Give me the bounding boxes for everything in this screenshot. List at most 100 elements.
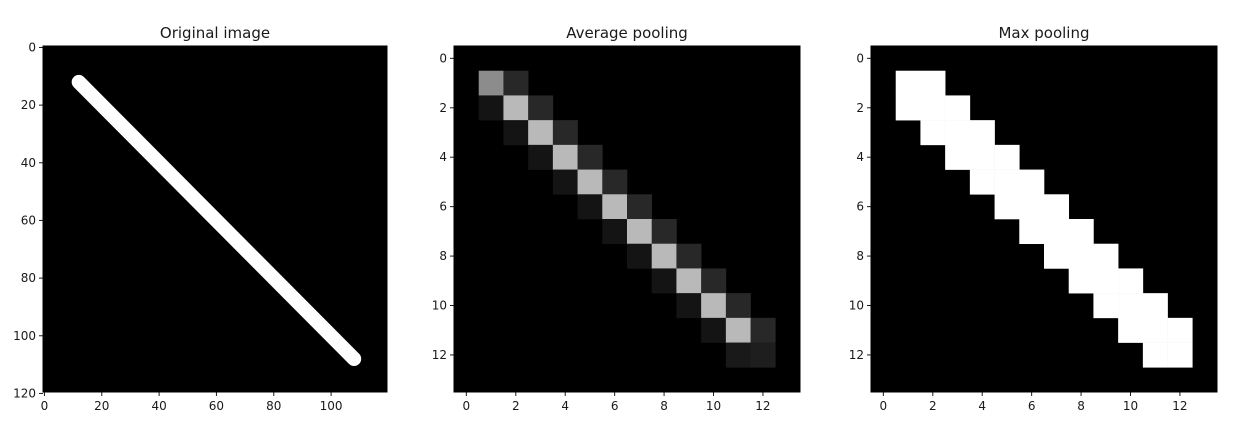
original-image-x-axis: 0 20 40 60 80 100: [41, 392, 343, 413]
pixel-cell: [994, 194, 1020, 220]
pixel-cell: [1142, 317, 1168, 343]
x-tick-label: 20: [94, 399, 109, 413]
pixel-cell: [1093, 293, 1119, 319]
pixel-cell: [969, 144, 995, 170]
original-image-frame: [42, 45, 388, 393]
pixel-cell: [651, 243, 677, 269]
pixel-cell: [528, 120, 554, 146]
pixel-cell: [1093, 243, 1119, 269]
y-tick-label: 10: [432, 299, 447, 313]
pixel-cell: [969, 169, 995, 195]
y-tick-label: 12: [849, 348, 864, 362]
y-tick-label: 2: [439, 101, 447, 115]
pixel-cell: [552, 169, 578, 195]
y-tick-label: 80: [21, 271, 36, 285]
y-tick-label: 0: [439, 51, 447, 65]
pixel-cell: [920, 70, 946, 96]
y-tick-label: 4: [856, 150, 864, 164]
max-pooling-title: Max pooling: [998, 24, 1089, 42]
pixel-cell: [651, 219, 677, 245]
pixel-cell: [1019, 169, 1045, 195]
pixel-cell: [895, 95, 921, 121]
max-pooling-x-axis: 0 2 4 6 8 10 12: [880, 392, 1188, 413]
x-tick-label: 10: [706, 399, 721, 413]
average-pooling-x-axis: 0 2 4 6 8 10 12: [463, 392, 771, 413]
pixel-cell: [676, 243, 702, 269]
pixel-cell: [1019, 219, 1045, 245]
pixel-cell: [1044, 243, 1070, 269]
y-tick-label: 120: [13, 386, 36, 400]
pixel-cell: [577, 194, 603, 220]
pixel-cell: [725, 342, 751, 368]
pixel-cell: [577, 144, 603, 170]
x-tick-label: 12: [1172, 399, 1187, 413]
x-tick-label: 80: [266, 399, 281, 413]
pixel-cell: [602, 194, 628, 220]
pixel-cell: [1142, 293, 1168, 319]
average-pooling-panel: Average pooling 0 2 4 6 8 10 12 0 2 4 6 8 10 12: [432, 24, 801, 413]
average-pooling-y-axis: 0 2 4 6 8 10 12: [432, 51, 454, 362]
y-tick-label: 0: [856, 51, 864, 65]
y-tick-label: 40: [21, 156, 36, 170]
pixel-cell: [627, 219, 653, 245]
max-pooling-panel: Max pooling 0 2 4 6 8 10 12 0 2 4 6 8 10 12: [849, 24, 1218, 413]
pixel-cell: [676, 268, 702, 294]
pixel-cell: [528, 144, 554, 170]
pixel-cell: [602, 219, 628, 245]
diagonal-line: [71, 74, 362, 367]
x-tick-label: 6: [1028, 399, 1036, 413]
pixel-cell: [701, 317, 727, 343]
pixel-cell: [478, 95, 504, 121]
pixel-cell: [503, 70, 529, 96]
max-pooling-frame: [870, 45, 1218, 393]
y-tick-label: 6: [439, 200, 447, 214]
pixel-cell: [478, 70, 504, 96]
pixel-cell: [725, 317, 751, 343]
pixel-cell: [651, 268, 677, 294]
y-tick-label: 0: [28, 40, 36, 54]
pixel-cell: [1142, 342, 1168, 368]
x-tick-label: 8: [1077, 399, 1085, 413]
x-tick-label: 8: [660, 399, 668, 413]
x-tick-label: 0: [880, 399, 888, 413]
pixel-cell: [1118, 317, 1144, 343]
pixel-cell: [1068, 268, 1094, 294]
pixel-cell: [503, 120, 529, 146]
pixel-cell: [895, 70, 921, 96]
x-tick-label: 6: [611, 399, 619, 413]
pixel-cell: [750, 317, 776, 343]
pixel-cell: [1019, 194, 1045, 220]
average-pooling-title: Average pooling: [566, 24, 688, 42]
y-tick-label: 6: [856, 200, 864, 214]
x-tick-label: 100: [320, 399, 343, 413]
max-pooling-plot: [871, 46, 1217, 392]
pixel-cell: [725, 293, 751, 319]
pixel-cell: [602, 169, 628, 195]
pixel-cell: [1118, 268, 1144, 294]
pixel-cell: [920, 95, 946, 121]
pixel-cell: [945, 120, 971, 146]
pixel-cell: [577, 169, 603, 195]
pixel-cell: [1093, 268, 1119, 294]
x-tick-label: 0: [41, 399, 49, 413]
pixel-cell: [1167, 342, 1193, 368]
average-pooling-plot: [454, 46, 800, 392]
pixel-cell: [552, 144, 578, 170]
x-tick-label: 2: [929, 399, 937, 413]
y-tick-label: 100: [13, 329, 36, 343]
average-pooling-frame: [453, 45, 801, 393]
y-tick-label: 20: [21, 98, 36, 112]
pixel-cell: [676, 293, 702, 319]
pixel-cell: [1118, 293, 1144, 319]
y-tick-label: 60: [21, 213, 36, 227]
y-tick-label: 12: [432, 348, 447, 362]
x-tick-label: 4: [561, 399, 569, 413]
pixel-cell: [969, 120, 995, 146]
x-tick-label: 10: [1123, 399, 1138, 413]
x-tick-label: 0: [463, 399, 471, 413]
pixel-cell: [1068, 243, 1094, 269]
y-tick-label: 8: [439, 249, 447, 263]
x-tick-label: 60: [209, 399, 224, 413]
x-tick-label: 4: [978, 399, 986, 413]
